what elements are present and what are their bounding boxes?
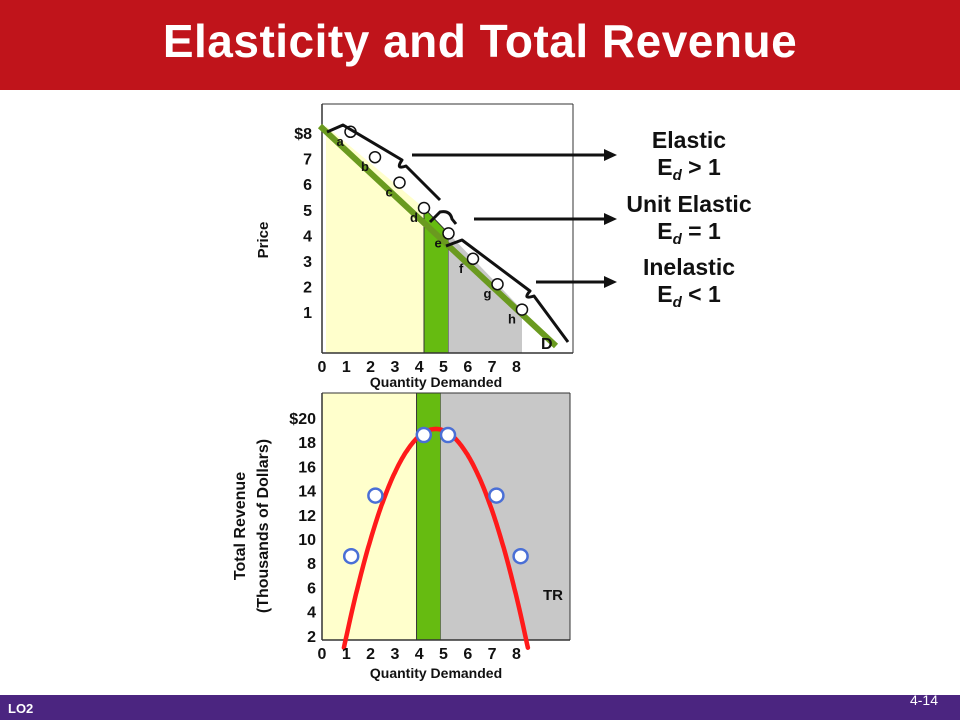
price-x-tick-6: 6 <box>463 359 472 376</box>
price-y-label: Price <box>255 222 272 259</box>
price-y-tick-5: 3 <box>303 254 312 271</box>
formula-subscript-1: d <box>673 231 683 248</box>
brace-unit-elastic <box>428 210 458 225</box>
annotation-title-0: Elastic <box>652 127 726 153</box>
demand-point-f <box>466 252 480 266</box>
tr-y-tick-1: 18 <box>298 435 316 452</box>
tr-point-2 <box>415 426 433 444</box>
tr-y-tick-5: 10 <box>298 532 316 549</box>
tr-region-inelastic <box>440 393 570 640</box>
price-x-tick-1: 1 <box>342 359 351 376</box>
tr-x-tick-6: 6 <box>463 646 472 663</box>
formula-relation-2: < 1 <box>682 281 721 307</box>
arrow-head-2 <box>604 276 617 288</box>
price-x-tick-0: 0 <box>318 359 327 376</box>
demand-point-h <box>515 303 529 316</box>
tr-y-tick-7: 6 <box>307 580 316 597</box>
tr-y-label-line2: (Thousands of Dollars) <box>255 439 272 613</box>
demand-point-d <box>417 201 431 215</box>
annotation-formula-0: Ed > 1 <box>657 154 721 184</box>
formula-symbol-0: E <box>657 154 672 180</box>
tr-x-tick-1: 1 <box>342 646 351 663</box>
tr-y-tick-0: $20 <box>289 411 316 428</box>
learning-objective-label: LO2 <box>8 701 34 716</box>
price-x-tick-4: 4 <box>415 359 424 376</box>
annotation-formula-2: Ed < 1 <box>657 281 721 311</box>
tr-y-tick-9: 2 <box>307 629 316 646</box>
demand-point-label-d: d <box>410 210 418 225</box>
price-y-tick-3: 5 <box>303 203 312 220</box>
demand-point-g <box>491 277 504 291</box>
arrow-head-1 <box>604 213 617 225</box>
demand-point-label-f: f <box>459 261 464 276</box>
tr-x-tick-5: 5 <box>439 646 448 663</box>
formula-symbol-1: E <box>657 218 672 244</box>
demand-point-label-g: g <box>484 286 492 301</box>
tr-y-tick-8: 4 <box>307 605 316 622</box>
demand-label: D <box>541 336 553 353</box>
formula-relation-0: > 1 <box>682 154 721 180</box>
tr-point-5 <box>512 547 529 565</box>
formula-subscript-2: d <box>673 294 683 311</box>
slide-title: Elasticity and Total Revenue <box>162 15 798 67</box>
demand-point-label-h: h <box>508 312 516 327</box>
brace-inelastic <box>445 238 570 343</box>
tr-x-tick-7: 7 <box>488 646 497 663</box>
demand-point-b <box>368 150 382 164</box>
tr-x-tick-2: 2 <box>366 646 375 663</box>
tr-point-4 <box>488 487 505 504</box>
price-y-tick-2: 6 <box>303 177 312 194</box>
brace-elastic <box>326 123 442 202</box>
tr-y-tick-4: 12 <box>298 508 316 525</box>
demand-point-c <box>393 176 406 189</box>
price-y-tick-1: 7 <box>303 152 312 169</box>
arrow-head-0 <box>604 149 617 161</box>
tr-point-3 <box>439 426 457 444</box>
tr-y-tick-3: 14 <box>298 484 316 501</box>
price-y-tick-4: 4 <box>303 228 312 245</box>
tr-point-1 <box>367 487 384 504</box>
region-elastic <box>326 126 424 353</box>
tr-region-elastic <box>322 393 417 640</box>
price-x-tick-8: 8 <box>512 359 521 376</box>
demand-point-label-a: a <box>337 134 345 149</box>
price-x-tick-5: 5 <box>439 359 448 376</box>
price-x-label: Quantity Demanded <box>370 374 502 390</box>
price-y-tick-0: $8 <box>294 126 312 143</box>
tr-y-tick-6: 8 <box>307 556 316 573</box>
formula-symbol-2: E <box>657 281 672 307</box>
demand-point-label-b: b <box>361 159 369 174</box>
tr-x-label: Quantity Demanded <box>370 665 502 681</box>
annotation-formula-1: Ed = 1 <box>657 218 721 248</box>
formula-relation-1: = 1 <box>682 218 721 244</box>
tr-series-label: TR <box>543 587 563 604</box>
tr-x-tick-3: 3 <box>390 646 399 663</box>
demand-point-label-c: c <box>386 185 393 200</box>
demand-point-label-e: e <box>435 235 442 250</box>
tr-x-tick-8: 8 <box>512 646 521 663</box>
price-y-tick-7: 1 <box>303 305 312 322</box>
title-bar <box>0 0 960 90</box>
footer-bar <box>0 695 960 720</box>
tr-point-0 <box>342 547 360 565</box>
annotation-title-1: Unit Elastic <box>626 191 751 217</box>
tr-curve <box>341 426 531 650</box>
price-y-tick-6: 2 <box>303 280 312 297</box>
price-x-tick-2: 2 <box>366 359 375 376</box>
tr-y-tick-2: 16 <box>298 459 316 476</box>
annotation-title-2: Inelastic <box>643 254 735 280</box>
demand-point-e <box>442 227 455 240</box>
price-x-tick-7: 7 <box>488 359 497 376</box>
slide-number: 4-14 <box>909 692 938 708</box>
tr-y-label-line1: Total Revenue <box>232 472 249 580</box>
tr-x-tick-0: 0 <box>318 646 327 663</box>
tr-x-tick-4: 4 <box>415 646 424 663</box>
price-x-tick-3: 3 <box>390 359 399 376</box>
formula-subscript-0: d <box>673 167 683 184</box>
